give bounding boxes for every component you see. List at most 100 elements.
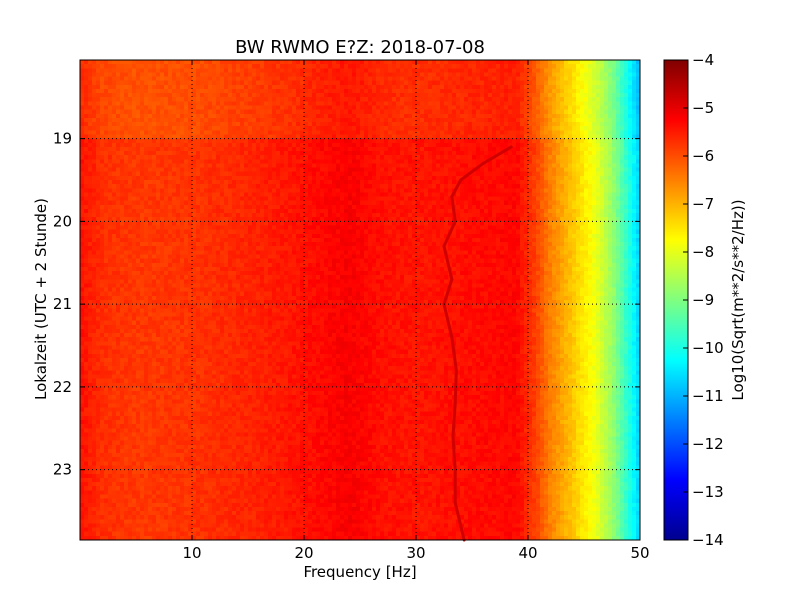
- heatmap-cell: [392, 175, 397, 181]
- heatmap-cell: [516, 180, 521, 185]
- heatmap-cell: [136, 175, 141, 181]
- heatmap-cell: [180, 155, 185, 160]
- heatmap-cell: [228, 117, 233, 123]
- heatmap-cell: [132, 72, 137, 77]
- heatmap-cell: [376, 159, 381, 164]
- heatmap-cell: [356, 175, 361, 181]
- heatmap-cell: [112, 175, 117, 181]
- heatmap-cell: [476, 134, 481, 139]
- heatmap-cell: [84, 138, 89, 144]
- heatmap-cell: [552, 155, 557, 160]
- heatmap-cell: [420, 64, 425, 69]
- heatmap-cell: [364, 146, 369, 152]
- heatmap-cell: [384, 134, 389, 139]
- heatmap-cell: [240, 122, 245, 127]
- heatmap-cell: [200, 138, 205, 144]
- heatmap-cell: [636, 171, 641, 177]
- heatmap-cell: [388, 68, 393, 73]
- heatmap-cell: [92, 184, 97, 189]
- heatmap-cell: [96, 138, 101, 144]
- heatmap-cell: [408, 142, 413, 148]
- heatmap-cell: [564, 64, 569, 69]
- heatmap-cell: [380, 84, 385, 90]
- heatmap-cell: [184, 134, 189, 139]
- heatmap-cell: [392, 126, 397, 131]
- heatmap-cell: [416, 159, 421, 164]
- heatmap-cell: [396, 68, 401, 73]
- heatmap-cell: [600, 192, 605, 197]
- heatmap-cell: [276, 163, 281, 168]
- heatmap-cell: [444, 180, 449, 185]
- heatmap-cell: [140, 200, 145, 206]
- heatmap-cell: [184, 171, 189, 177]
- heatmap-cell: [340, 196, 345, 202]
- heatmap-cell: [120, 167, 125, 173]
- heatmap-cell: [88, 171, 93, 177]
- heatmap-cell: [88, 184, 93, 189]
- heatmap-cell: [160, 146, 165, 152]
- heatmap-cell: [332, 163, 337, 168]
- heatmap-cell: [184, 167, 189, 173]
- heatmap-cell: [372, 167, 377, 173]
- heatmap-cell: [392, 180, 397, 185]
- heatmap-cell: [148, 72, 153, 77]
- heatmap-cell: [252, 64, 257, 69]
- heatmap-cell: [504, 184, 509, 189]
- heatmap-cell: [368, 180, 373, 185]
- heatmap-cell: [484, 175, 489, 181]
- heatmap-cell: [168, 101, 173, 106]
- heatmap-cell: [232, 72, 237, 77]
- heatmap-cell: [548, 155, 553, 160]
- heatmap-cell: [632, 88, 637, 94]
- heatmap-cell: [512, 142, 517, 148]
- heatmap-cell: [128, 117, 133, 123]
- heatmap-cell: [472, 146, 477, 152]
- heatmap-cell: [116, 200, 121, 206]
- heatmap-cell: [364, 188, 369, 193]
- heatmap-cell: [616, 76, 621, 82]
- heatmap-cell: [520, 60, 525, 65]
- heatmap-cell: [448, 171, 453, 177]
- heatmap-cell: [440, 151, 445, 156]
- heatmap-cell: [404, 105, 409, 111]
- heatmap-cell: [240, 97, 245, 102]
- heatmap-cell: [496, 64, 501, 69]
- heatmap-cell: [164, 72, 169, 77]
- heatmap-cell: [232, 97, 237, 102]
- heatmap-cell: [452, 109, 457, 115]
- heatmap-cell: [84, 196, 89, 202]
- heatmap-cell: [216, 142, 221, 148]
- heatmap-cell: [188, 76, 193, 82]
- heatmap-cell: [368, 159, 373, 164]
- heatmap-cell: [240, 93, 245, 98]
- heatmap-cell: [260, 109, 265, 115]
- heatmap-cell: [544, 126, 549, 131]
- heatmap-cell: [580, 80, 585, 86]
- heatmap-cell: [356, 171, 361, 177]
- heatmap-cell: [172, 117, 177, 123]
- heatmap-cell: [548, 97, 553, 102]
- heatmap-cell: [588, 93, 593, 98]
- heatmap-cell: [308, 163, 313, 168]
- heatmap-cell: [556, 180, 561, 185]
- heatmap-cell: [132, 138, 137, 144]
- heatmap-cell: [124, 105, 129, 111]
- heatmap-cell: [152, 180, 157, 185]
- heatmap-cell: [168, 122, 173, 127]
- heatmap-cell: [192, 188, 197, 193]
- heatmap-cell: [516, 138, 521, 144]
- heatmap-cell: [484, 151, 489, 156]
- heatmap-cell: [316, 175, 321, 181]
- heatmap-cell: [476, 196, 481, 202]
- heatmap-cell: [252, 117, 257, 123]
- heatmap-cell: [100, 159, 105, 164]
- heatmap-cell: [184, 113, 189, 119]
- heatmap-cell: [196, 126, 201, 131]
- heatmap-cell: [92, 180, 97, 185]
- heatmap-cell: [240, 155, 245, 160]
- heatmap-cell: [600, 117, 605, 123]
- heatmap-cell: [620, 200, 625, 206]
- heatmap-cell: [332, 167, 337, 173]
- heatmap-cell: [600, 138, 605, 144]
- heatmap-cell: [264, 130, 269, 135]
